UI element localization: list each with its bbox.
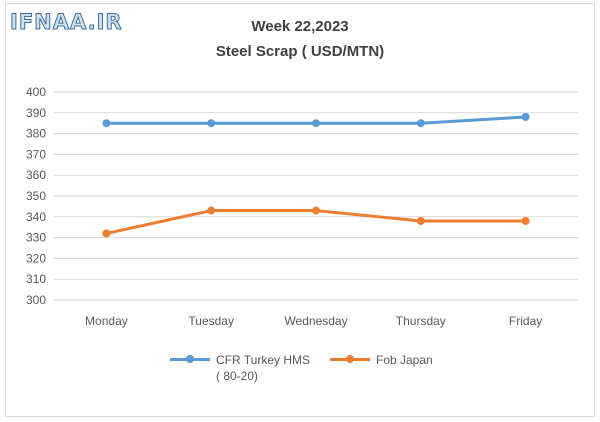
legend-item-fob-japan: Fob Japan — [330, 352, 476, 368]
series-group — [102, 112, 530, 238]
data-point — [521, 216, 530, 225]
y-tick-label: 320 — [26, 251, 46, 265]
y-tick-label: 390 — [26, 106, 46, 120]
data-point — [416, 216, 425, 225]
y-tick-label: 310 — [26, 272, 46, 286]
x-axis-tick-labels: Monday Tuesday Wednesday Thursday Friday — [85, 314, 542, 328]
x-tick-label: Monday — [85, 314, 128, 328]
chart-subtitle: Steel Scrap ( USD/MTN) — [215, 43, 385, 60]
y-tick-label: 300 — [26, 293, 46, 307]
data-point — [102, 119, 111, 128]
legend-swatch-cfr-turkey — [170, 352, 210, 366]
data-point — [312, 206, 320, 215]
watermark-logo: IFNAA.IR — [10, 10, 123, 35]
x-tick-label: Wednesday — [284, 314, 347, 328]
y-axis-tick-labels: 300 310 320 330 340 350 360 370 380 390 400 — [26, 85, 46, 307]
legend-label-fob-japan: Fob Japan — [376, 353, 433, 367]
x-tick-label: Tuesday — [188, 314, 234, 328]
data-point — [207, 119, 216, 128]
data-point — [102, 229, 111, 238]
y-tick-label: 400 — [26, 85, 46, 99]
data-point — [521, 112, 530, 121]
legend-label-cfr-turkey: CFR Turkey HMS ( 80-20) — [216, 353, 311, 383]
legend-swatch-fob-japan — [330, 352, 370, 366]
y-tick-label: 360 — [26, 168, 46, 182]
y-tick-label: 380 — [26, 127, 46, 141]
y-tick-label: 370 — [26, 147, 46, 161]
data-point — [312, 119, 320, 128]
x-tick-label: Thursday — [396, 314, 446, 328]
data-point — [416, 119, 425, 128]
gridlines — [54, 91, 578, 301]
legend-item-cfr-turkey: CFR Turkey HMS ( 80-20) — [170, 352, 316, 384]
y-tick-label: 350 — [26, 189, 46, 203]
chart-title: Week 22,2023 — [251, 18, 349, 35]
data-point — [207, 206, 216, 215]
y-tick-label: 340 — [26, 210, 46, 224]
y-tick-label: 330 — [26, 231, 46, 245]
x-tick-label: Friday — [509, 314, 542, 328]
